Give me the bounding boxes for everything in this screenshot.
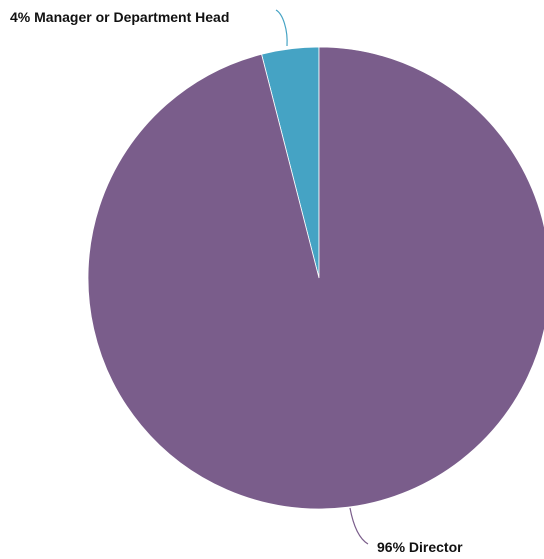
leader-line (349, 507, 369, 545)
slice-label: 4% Manager or Department Head (10, 9, 229, 25)
leader-line (275, 9, 288, 47)
slice-label: 96% Director (377, 539, 463, 554)
pie-slice-director (87, 46, 544, 510)
